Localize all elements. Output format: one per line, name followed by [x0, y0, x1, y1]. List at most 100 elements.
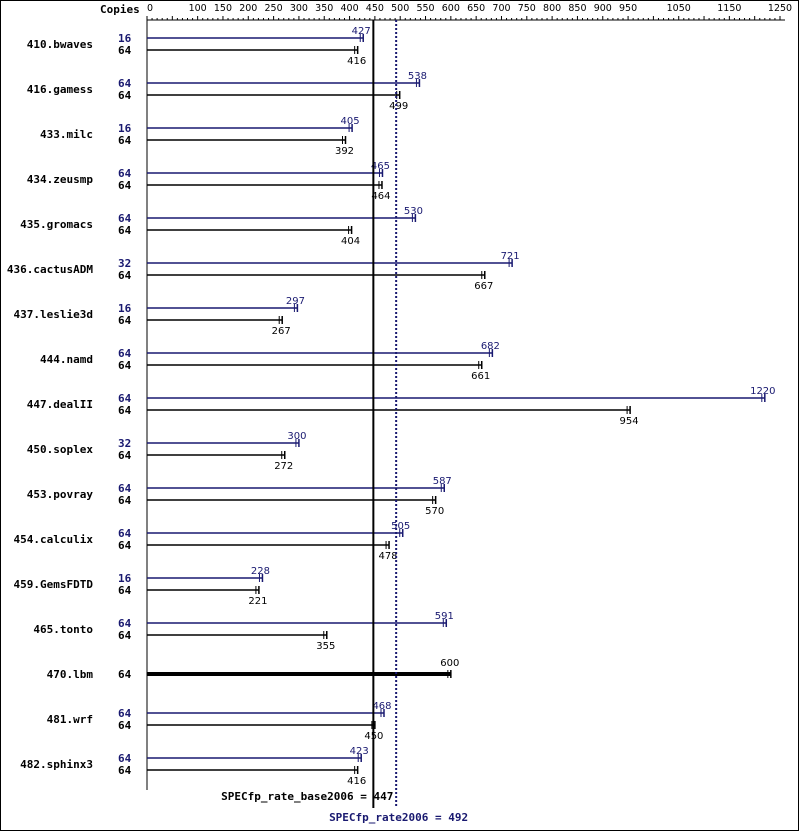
peak-value-label: 587: [433, 476, 452, 487]
peak-copies: 16: [118, 122, 132, 135]
base-value-label: 392: [335, 146, 354, 157]
x-tick-label: 450: [366, 3, 384, 14]
benchmark-name: 435.gromacs: [20, 218, 93, 231]
base-value-label: 416: [347, 56, 366, 67]
benchmark-name: 416.gamess: [27, 83, 93, 96]
benchmark-name: 437.leslie3d: [14, 308, 93, 321]
x-tick-label: 350: [315, 3, 333, 14]
x-tick-label: 700: [492, 3, 510, 14]
peak-copies: 64: [118, 212, 132, 225]
base-copies: 64: [118, 404, 132, 417]
x-tick-label: 0: [147, 3, 153, 14]
base-copies: 64: [118, 269, 132, 282]
base-copies: 64: [118, 668, 132, 681]
base-value-label: 221: [248, 596, 267, 607]
peak-value-label: 1220: [750, 386, 775, 397]
base-copies: 64: [118, 179, 132, 192]
peak-copies: 64: [118, 752, 132, 765]
peak-copies: 32: [118, 437, 131, 450]
base-value-label: 416: [347, 776, 366, 787]
x-tick-label: 950: [619, 3, 637, 14]
peak-value-label: 405: [341, 116, 360, 127]
x-tick-label: 800: [543, 3, 561, 14]
x-tick-label: 650: [467, 3, 485, 14]
base-copies: 64: [118, 44, 132, 57]
benchmark-name: 465.tonto: [33, 623, 93, 636]
x-tick-label: 250: [265, 3, 283, 14]
benchmark-name: 454.calculix: [14, 533, 94, 546]
base-value-label: 600: [440, 658, 459, 669]
base-copies: 64: [118, 89, 132, 102]
peak-copies: 32: [118, 257, 131, 270]
base-copies: 64: [118, 719, 132, 732]
base-value-label: 499: [389, 101, 408, 112]
base-value-label: 661: [471, 371, 490, 382]
peak-value-label: 682: [481, 341, 500, 352]
peak-copies: 64: [118, 617, 132, 630]
peak-summary-label: SPECfp_rate2006 = 492: [329, 811, 468, 824]
x-tick-label: 1250: [768, 3, 792, 14]
benchmark-name: 470.lbm: [47, 668, 94, 681]
base-summary-label: SPECfp_rate_base2006 = 447: [221, 790, 393, 803]
x-tick-label: 100: [189, 3, 207, 14]
benchmark-name: 450.soplex: [27, 443, 94, 456]
base-value-label: 478: [379, 551, 398, 562]
base-copies: 64: [118, 494, 132, 507]
x-tick-label: 300: [290, 3, 308, 14]
base-value-label: 667: [474, 281, 493, 292]
peak-value-label: 297: [286, 296, 305, 307]
benchmark-name: 444.namd: [40, 353, 93, 366]
peak-value-label: 591: [435, 611, 454, 622]
base-value-label: 464: [371, 191, 390, 202]
peak-value-label: 530: [404, 206, 423, 217]
x-tick-label: 500: [391, 3, 409, 14]
peak-copies: 64: [118, 707, 132, 720]
base-copies: 64: [118, 359, 132, 372]
peak-copies: 64: [118, 77, 132, 90]
peak-copies: 64: [118, 482, 132, 495]
base-copies: 64: [118, 629, 132, 642]
peak-value-label: 427: [352, 26, 371, 37]
peak-copies: 16: [118, 572, 132, 585]
peak-value-label: 721: [501, 251, 520, 262]
benchmark-name: 436.cactusADM: [7, 263, 93, 276]
x-tick-label: 550: [416, 3, 434, 14]
x-tick-label: 150: [214, 3, 232, 14]
benchmark-name: 447.dealII: [27, 398, 93, 411]
peak-value-label: 538: [408, 71, 427, 82]
peak-copies: 64: [118, 167, 132, 180]
peak-value-label: 505: [391, 521, 410, 532]
base-copies: 64: [118, 224, 132, 237]
base-copies: 64: [118, 584, 132, 597]
base-copies: 64: [118, 449, 132, 462]
peak-copies: 16: [118, 302, 132, 315]
base-value-label: 954: [620, 416, 639, 427]
x-tick-label: 1150: [717, 3, 741, 14]
base-copies: 64: [118, 539, 132, 552]
peak-value-label: 465: [371, 161, 390, 172]
base-copies: 64: [118, 134, 132, 147]
peak-copies: 16: [118, 32, 132, 45]
x-tick-label: 850: [568, 3, 586, 14]
x-tick-label: 1050: [667, 3, 691, 14]
peak-value-label: 300: [287, 431, 306, 442]
base-value-label: 267: [272, 326, 291, 337]
benchmark-name: 481.wrf: [47, 713, 93, 726]
copies-header: Copies: [100, 3, 140, 16]
peak-copies: 64: [118, 347, 132, 360]
peak-copies: 64: [118, 527, 132, 540]
x-tick-label: 400: [340, 3, 358, 14]
base-value-label: 404: [341, 236, 360, 247]
benchmark-name: 453.povray: [27, 488, 94, 501]
base-value-label: 355: [316, 641, 335, 652]
base-value-label: 570: [425, 506, 444, 517]
benchmark-name: 433.milc: [40, 128, 93, 141]
base-copies: 64: [118, 764, 132, 777]
benchmark-name: 434.zeusmp: [27, 173, 94, 186]
base-copies: 64: [118, 314, 132, 327]
x-tick-label: 600: [442, 3, 460, 14]
base-value-label: 272: [274, 461, 293, 472]
peak-copies: 64: [118, 392, 132, 405]
